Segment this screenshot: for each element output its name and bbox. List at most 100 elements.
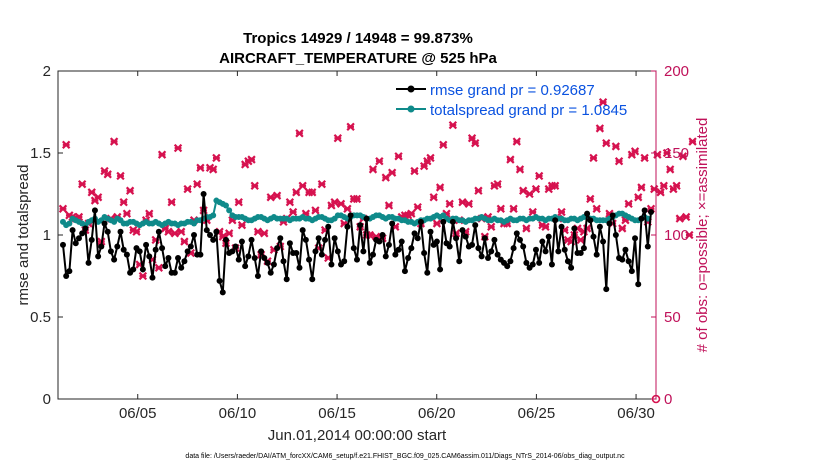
obs-point <box>678 152 688 161</box>
obs-point <box>384 201 394 210</box>
obs-point <box>288 207 298 217</box>
obs-point <box>145 209 154 218</box>
series-rmse-point <box>248 236 255 243</box>
obs-point <box>541 222 550 231</box>
series-rmse-point <box>59 241 66 248</box>
series-rmse-point <box>382 253 389 260</box>
series-rmse-point <box>635 281 642 288</box>
series-rmse-point <box>427 228 434 235</box>
right-tick-label: 50 <box>664 309 681 326</box>
obs-point <box>464 199 474 209</box>
obs-point <box>122 209 132 218</box>
left-tick-label: 2 <box>43 63 51 80</box>
obs-point <box>308 188 317 197</box>
series-rmse-point <box>462 233 469 240</box>
obs-point <box>253 227 263 236</box>
x-tick-label: 06/05 <box>119 405 157 422</box>
series-rmse-point <box>638 215 645 222</box>
series-rmse-point <box>171 269 178 276</box>
obs-point <box>426 153 435 163</box>
left-tick-label: 0 <box>43 391 51 408</box>
series-rmse-point <box>219 289 226 296</box>
series-rmse-point <box>494 251 501 258</box>
series-rmse-point <box>552 217 559 224</box>
series-rmse-point <box>85 259 92 266</box>
right-tick-label: 0 <box>664 391 672 408</box>
series-rmse-point <box>95 253 102 260</box>
obs-point <box>672 181 681 190</box>
series-rmse-point <box>395 246 402 253</box>
left-tick-label: 1.5 <box>30 145 51 162</box>
obs-point <box>266 193 275 202</box>
series-rmse-point <box>114 243 121 250</box>
obs-point <box>681 212 691 222</box>
obs-point <box>368 165 378 174</box>
series-rmse-point <box>159 245 166 252</box>
obs-point <box>62 140 71 149</box>
series-rmse-point <box>200 191 207 197</box>
series-rmse-point <box>437 266 444 273</box>
obs-point <box>624 199 633 209</box>
obs-point <box>343 204 352 213</box>
series-rmse-point <box>184 248 191 255</box>
series-rmse-point <box>270 261 277 268</box>
series-rmse-point <box>456 258 463 265</box>
series-totalspread-point <box>222 202 229 209</box>
series-rmse-point <box>322 236 329 243</box>
series-rmse-point <box>363 215 370 222</box>
series-rmse-point <box>405 254 412 261</box>
series-rmse-point <box>491 236 498 243</box>
series-rmse-point <box>600 238 607 245</box>
series-rmse-point <box>98 243 105 250</box>
series-rmse-point <box>357 222 364 229</box>
obs-point <box>209 165 218 174</box>
obs-point <box>458 198 467 207</box>
chart-title-line2: AIRCRAFT_TEMPERATURE @ 525 hPa <box>219 50 497 67</box>
obs-point <box>285 198 295 207</box>
series-rmse-point <box>564 258 571 265</box>
obs-point <box>138 271 148 281</box>
series-rmse-point <box>117 228 124 235</box>
series-rmse-point <box>293 250 300 257</box>
left-tick-label: 1 <box>43 227 51 244</box>
series-rmse-point <box>481 235 488 242</box>
obs-point <box>387 168 397 177</box>
series-rmse-point <box>417 218 424 225</box>
series-rmse-point <box>216 277 223 284</box>
obs-point <box>183 184 192 194</box>
series-rmse-point <box>369 251 376 258</box>
series-rmse-point <box>648 209 655 216</box>
series-rmse-point <box>593 251 600 258</box>
chart-title-line1: Tropics 14929 / 14948 = 99.873% <box>243 30 473 47</box>
obs-point <box>519 186 528 195</box>
obs-point <box>170 229 180 238</box>
series-rmse-point <box>376 238 383 245</box>
series-rmse-point <box>619 256 626 263</box>
x-tick-label: 06/10 <box>219 405 257 422</box>
legend-rmse-marker <box>407 85 415 93</box>
obs-point <box>212 153 221 163</box>
series-rmse-point <box>191 232 198 238</box>
series-rmse-point <box>440 218 447 225</box>
obs-point <box>224 229 234 238</box>
series-rmse-point <box>609 212 616 219</box>
obs-point <box>471 138 480 148</box>
obs-point <box>656 188 665 197</box>
series-rmse-point <box>520 243 527 250</box>
obs-point <box>522 224 531 233</box>
obs-point <box>435 183 445 192</box>
obs-point <box>550 181 560 190</box>
series-rmse-point <box>203 227 210 234</box>
obs-point <box>157 150 167 159</box>
series-rmse-point <box>318 251 325 258</box>
obs-point <box>410 166 419 176</box>
obs-point <box>534 171 544 181</box>
obs-point <box>317 179 327 189</box>
series-rmse-point <box>459 227 466 234</box>
series-rmse-point <box>584 210 591 217</box>
obs-point <box>509 204 518 213</box>
series-rmse-point <box>596 223 603 230</box>
obs-point <box>154 263 164 272</box>
obs-point <box>295 129 304 138</box>
obs-point <box>675 214 684 223</box>
